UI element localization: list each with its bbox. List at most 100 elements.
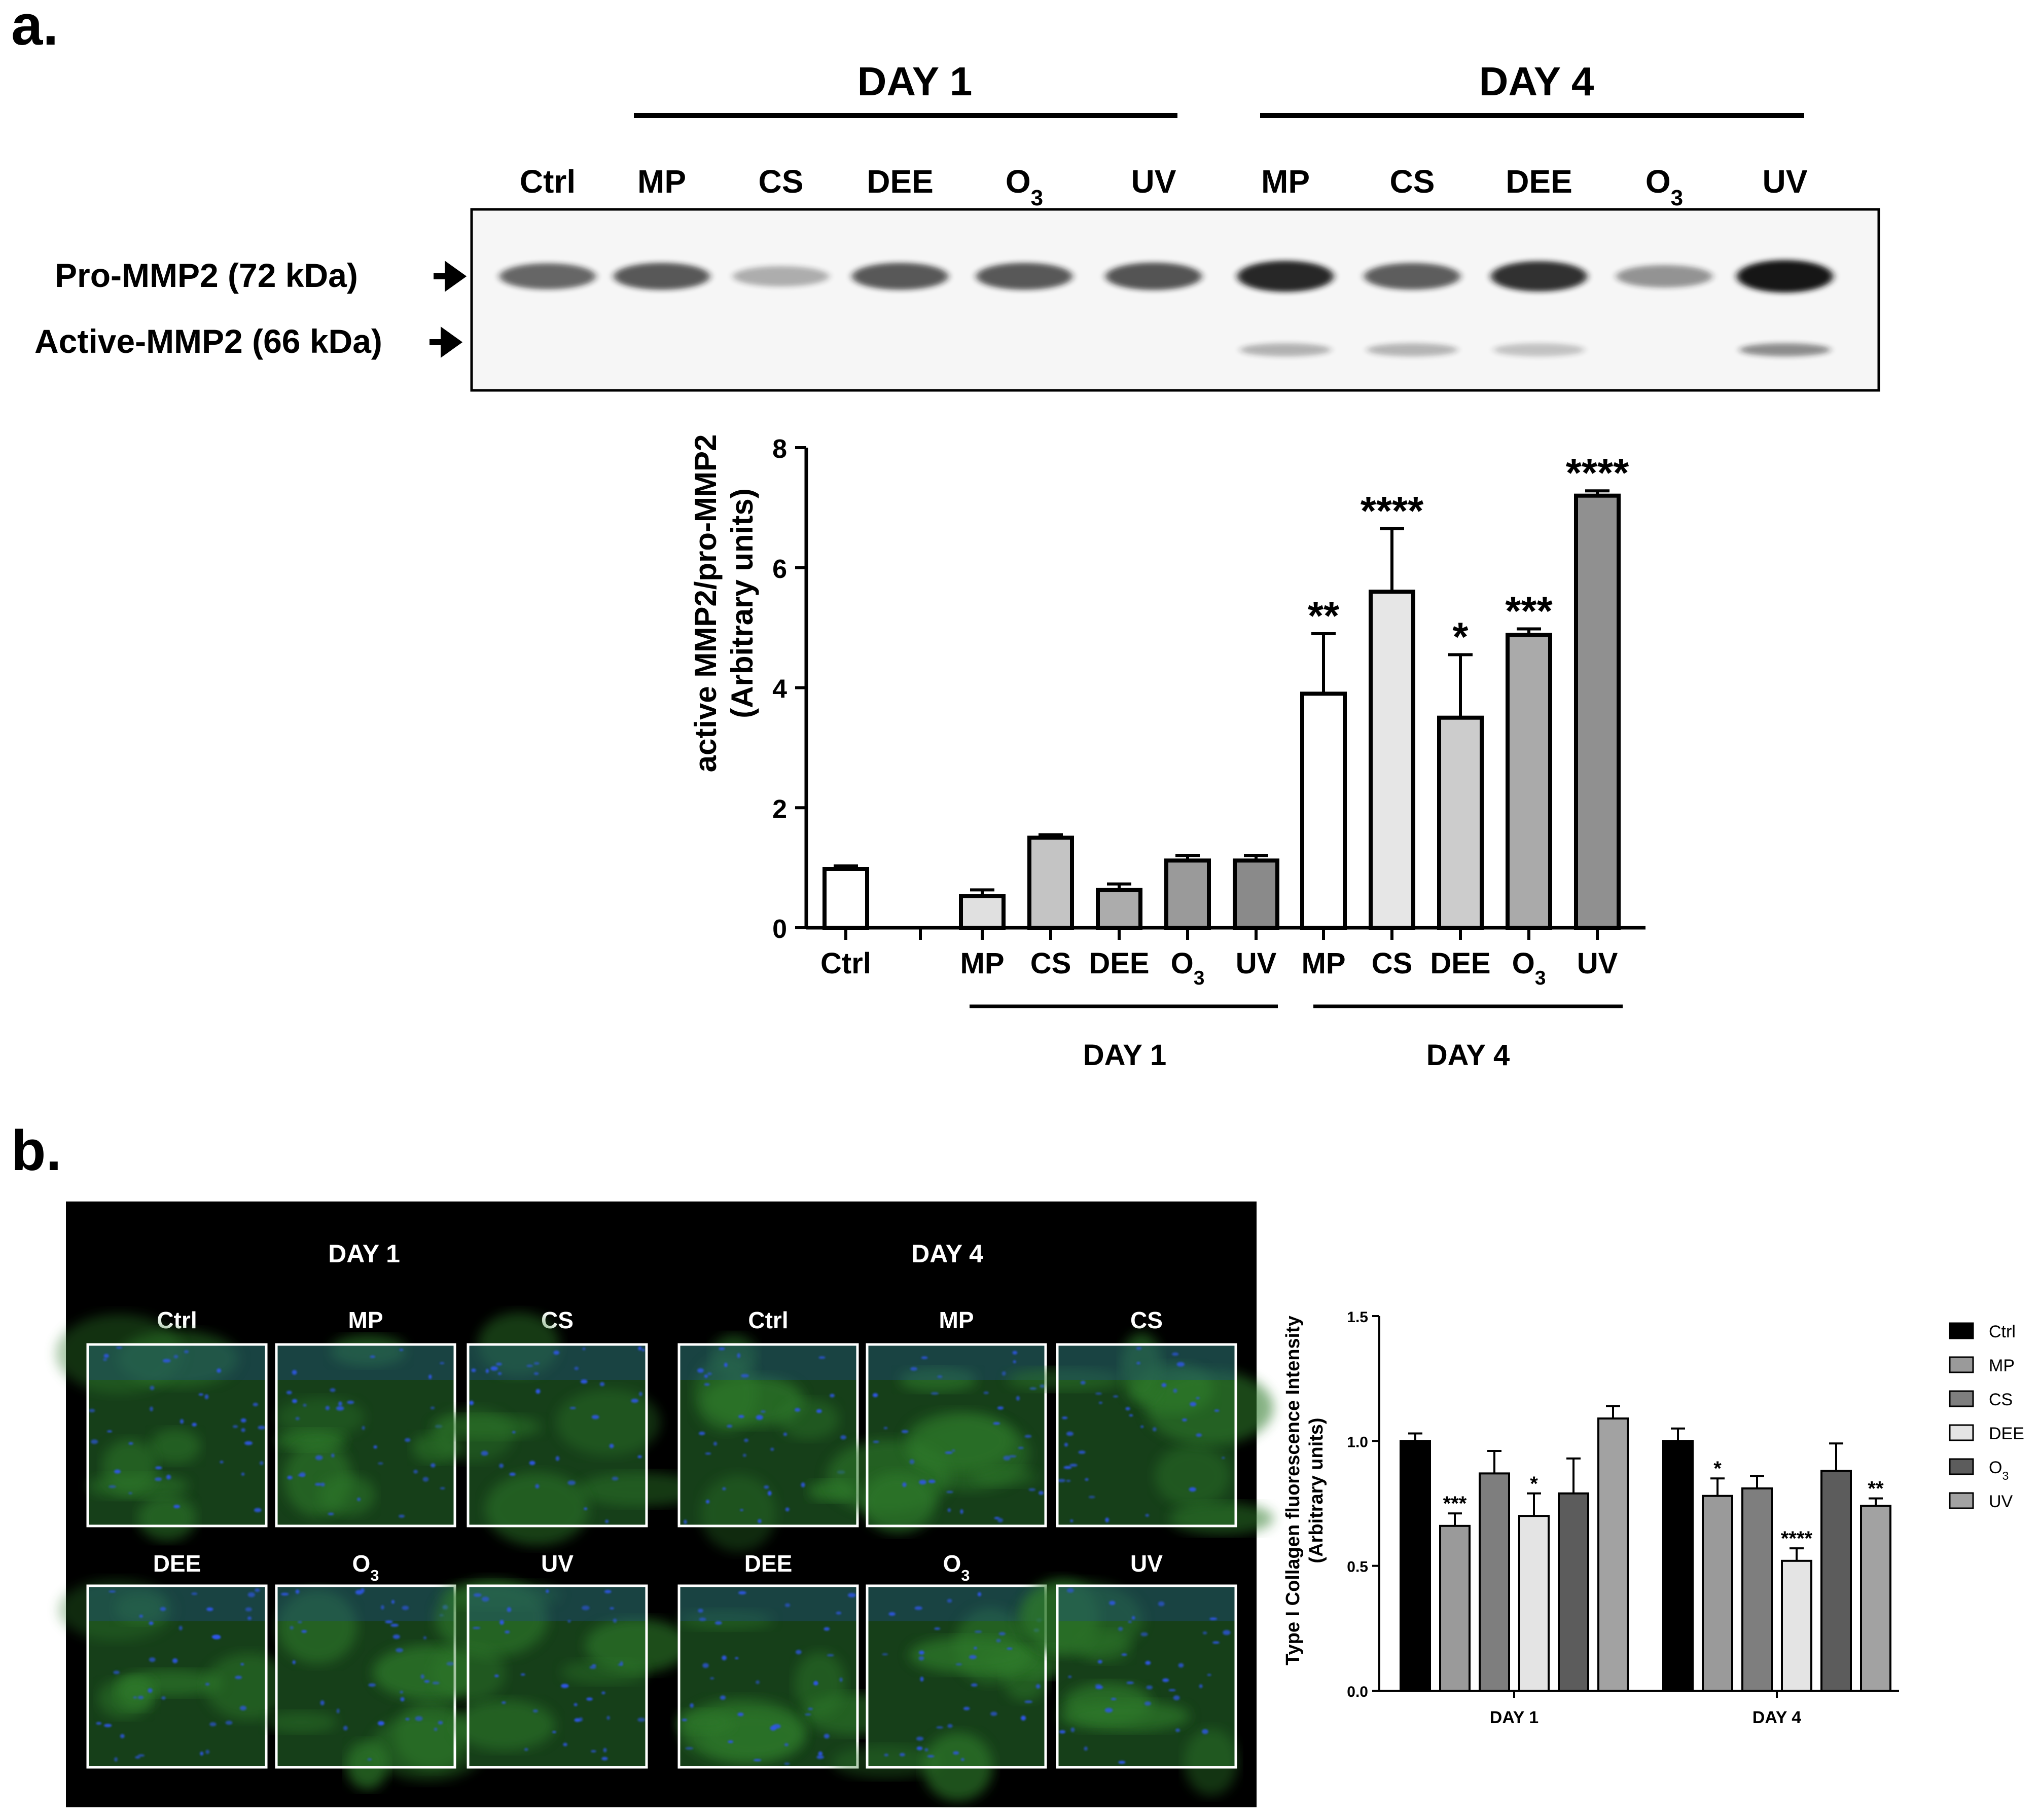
- nucleus: [839, 1677, 843, 1682]
- chart1-bars: **************: [822, 450, 1629, 930]
- nucleus: [921, 1356, 928, 1359]
- micrograph-tile: [676, 1584, 908, 1769]
- nucleus: [1001, 1371, 1006, 1376]
- micrograph-tile-label: MP: [939, 1307, 974, 1333]
- nucleus: [685, 1747, 694, 1750]
- tissue-region: [433, 1407, 514, 1462]
- tissue-region: [454, 1699, 556, 1751]
- nucleus: [507, 1607, 512, 1612]
- tissue-region: [204, 1653, 293, 1720]
- nucleus: [430, 1406, 435, 1409]
- nucleus: [155, 1466, 162, 1470]
- nucleus: [955, 1663, 962, 1666]
- nucleus: [1145, 1514, 1150, 1517]
- legend-swatch: [1949, 1458, 1974, 1475]
- nucleus: [1080, 1380, 1086, 1385]
- nucleus: [1013, 1360, 1016, 1364]
- nucleus: [714, 1621, 722, 1625]
- nucleus: [1088, 1496, 1095, 1499]
- nucleus: [107, 1430, 113, 1433]
- panel-a: a. DAY 1 DAY 4 Ctrl MP CS DEE O3 UV MP CS DEE O3 U…: [11, 0, 1880, 1072]
- chart1-significance-label: **: [1308, 593, 1340, 638]
- nucleus: [399, 1349, 404, 1352]
- nucleus: [428, 1374, 432, 1379]
- nucleus: [116, 1346, 123, 1349]
- nucleus: [109, 1485, 117, 1488]
- nucleus: [919, 1650, 924, 1655]
- micrograph-tile: [431, 1580, 690, 1769]
- nucleus: [1173, 1389, 1177, 1393]
- chart1-significance-label: ****: [1566, 450, 1629, 495]
- nucleus: [795, 1650, 802, 1655]
- nucleus: [524, 1748, 528, 1751]
- active-mmp2-band: [1240, 343, 1331, 356]
- nucleus: [882, 1653, 888, 1656]
- nucleus: [314, 1483, 321, 1486]
- nucleus: [639, 1392, 642, 1396]
- chart1-x-tick-label: MP: [1302, 947, 1346, 980]
- micrograph-tile: [1006, 1333, 1274, 1535]
- nucleus: [367, 1758, 372, 1761]
- chart2-ylabel: Type I Collagen fluorescence Intensity (…: [1282, 1316, 1327, 1665]
- nucleus: [963, 1706, 970, 1710]
- nucleus: [740, 1509, 743, 1511]
- legend-swatch: [1949, 1390, 1974, 1407]
- nucleus: [916, 1736, 924, 1741]
- nucleus: [232, 1425, 238, 1428]
- nucleus: [303, 1403, 307, 1407]
- nucleus: [357, 1498, 361, 1502]
- chart2-significance-label: ****: [1781, 1527, 1813, 1550]
- nucleus: [1173, 1695, 1180, 1700]
- nucleus: [1066, 1480, 1071, 1482]
- chart1-x-tick-label: O3: [1512, 947, 1546, 989]
- nucleus: [971, 1683, 978, 1687]
- chart1-x-tick-label: DEE: [1430, 947, 1490, 980]
- chart2-bar: [1820, 1470, 1852, 1692]
- nucleus: [1196, 1433, 1202, 1437]
- micrograph-tile: [275, 1335, 460, 1527]
- pro-mmp2-label: Pro-MMP2 (72 kDa): [55, 257, 358, 294]
- nucleus: [109, 1590, 116, 1593]
- nucleus: [292, 1370, 297, 1375]
- chart1-x-tick-label: UV: [1236, 947, 1277, 980]
- nucleus: [618, 1663, 623, 1666]
- chart2-y-tick-label: 1.0: [1347, 1434, 1368, 1450]
- nucleus: [1212, 1641, 1220, 1644]
- nucleus: [172, 1658, 178, 1663]
- tissue-region: [265, 1712, 338, 1733]
- nucleus: [785, 1507, 790, 1512]
- nucleus: [770, 1725, 777, 1731]
- nucleus: [737, 1353, 741, 1358]
- nucleus: [710, 1677, 714, 1680]
- tissue-region: [909, 1636, 1033, 1674]
- nucleus: [295, 1589, 300, 1594]
- nucleus: [561, 1684, 569, 1688]
- nucleus: [424, 1680, 430, 1683]
- nucleus: [1140, 1425, 1144, 1428]
- chart2-legend: Ctrl MP CS DEE O3 UV: [1949, 1322, 2024, 1511]
- chart1-group-label-day4: DAY 4: [1426, 1039, 1510, 1072]
- chart1-bar: [1300, 691, 1347, 930]
- nucleus: [413, 1470, 418, 1474]
- nucleus: [137, 1754, 145, 1757]
- nucleus: [592, 1664, 596, 1667]
- nucleus: [1111, 1698, 1117, 1700]
- nucleus: [977, 1592, 982, 1596]
- nucleus: [951, 1449, 955, 1452]
- nucleus: [529, 1461, 535, 1465]
- tissue-region: [905, 1411, 1015, 1471]
- nucleus: [104, 1724, 112, 1727]
- nucleus: [937, 1375, 943, 1378]
- tissue-region: [1016, 1582, 1143, 1656]
- nucleus: [947, 1598, 952, 1603]
- epidermis-band: [88, 1586, 266, 1621]
- blot-lane-label: MP: [637, 163, 686, 200]
- nucleus: [1109, 1600, 1116, 1606]
- chart1-y-tick-label: 6: [772, 555, 787, 584]
- nucleus: [535, 1484, 540, 1488]
- nucleus: [1095, 1685, 1103, 1689]
- chart1-y-tick-label: 0: [772, 915, 787, 944]
- tissue-region: [277, 1590, 357, 1664]
- chart1-ylabel: active MMP2/pro-MMP2 (Arbitrary units): [689, 434, 759, 773]
- chart1-y-tick-label: 2: [772, 794, 787, 824]
